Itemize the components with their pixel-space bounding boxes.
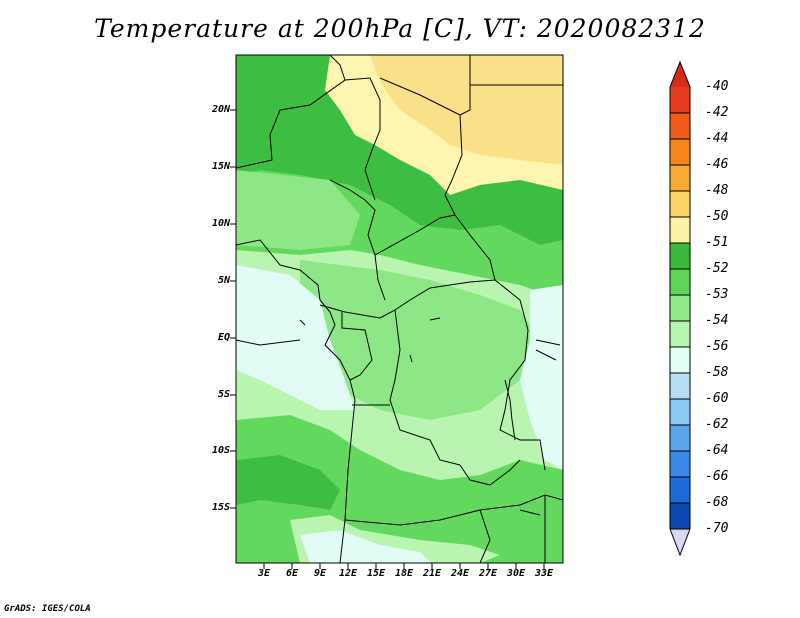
colorbar-label-minus54: -54 — [705, 313, 729, 328]
colorbar-step-0 — [670, 87, 690, 113]
field-dark-green-south — [236, 455, 340, 510]
y-tick-label-20n: 20N — [211, 104, 230, 115]
x-tick-label-33e: 33E — [534, 568, 554, 579]
colorbar-label-minus48: -48 — [705, 183, 729, 198]
colorbar-step-1 — [670, 113, 690, 139]
grads-credit: GrADS: IGES/COLA — [4, 604, 91, 614]
colorbar-step-7 — [670, 269, 690, 295]
field-light-green-northwest — [236, 170, 360, 250]
field-very-pale-south — [300, 530, 430, 563]
colorbar-step-11 — [670, 373, 690, 399]
field-very-pale-equatorial — [236, 265, 355, 410]
x-tick-label-30e: 30E — [506, 568, 526, 579]
colorbar-top-arrow — [670, 62, 690, 87]
y-tick-label-10s: 10S — [211, 445, 230, 456]
x-tick-label-18e: 18E — [394, 568, 414, 579]
colorbar-label-minus56: -56 — [705, 339, 729, 354]
colorbar-step-2 — [670, 139, 690, 165]
colorbar-step-15 — [670, 477, 690, 503]
colorbar-separators — [670, 112, 690, 530]
y-axis-ticks — [230, 109, 236, 509]
x-tick-label-6e: 6E — [285, 568, 299, 579]
field-warm-yellow — [370, 55, 563, 165]
colorbar-label-minus62: -62 — [705, 417, 729, 432]
colorbar-label-minus44: -44 — [705, 131, 729, 146]
y-tick-label-5s: 5S — [217, 389, 230, 400]
x-tick-label-3e: 3E — [257, 568, 271, 579]
x-axis-ticks — [263, 563, 545, 569]
colorbar-step-12 — [670, 399, 690, 425]
colorbar-label-minus58: -58 — [705, 365, 729, 380]
colorbar-label-minus60: -60 — [705, 391, 729, 406]
x-tick-label-21e: 21E — [422, 568, 442, 579]
colorbar-label-minus51: -51 — [705, 235, 729, 250]
x-tick-label-15e: 15E — [366, 568, 386, 579]
colorbar-step-6 — [670, 243, 690, 269]
x-tick-label-12e: 12E — [338, 568, 358, 579]
colorbar-label-minus70: -70 — [705, 521, 729, 536]
colorbar-step-13 — [670, 425, 690, 451]
colorbar — [669, 60, 691, 557]
colorbar-label-minus40: -40 — [705, 79, 729, 94]
y-tick-label-15n: 15N — [211, 161, 230, 172]
x-tick-label-27e: 27E — [478, 568, 498, 579]
colorbar-step-4 — [670, 191, 690, 217]
colorbar-bottom-arrow — [670, 529, 690, 555]
colorbar-label-minus53: -53 — [705, 287, 729, 302]
colorbar-label-minus66: -66 — [705, 469, 729, 484]
y-tick-label-15s: 15S — [211, 502, 230, 513]
temperature-field — [236, 55, 563, 563]
colorbar-label-minus68: -68 — [705, 495, 729, 510]
colorbar-label-minus46: -46 — [705, 157, 729, 172]
colorbar-step-16 — [670, 503, 690, 529]
field-very-pale-east — [520, 285, 563, 470]
colorbar-label-minus50: -50 — [705, 209, 729, 224]
colorbar-step-5 — [670, 217, 690, 243]
y-tick-label-10n: 10N — [211, 218, 230, 229]
colorbar-label-minus42: -42 — [705, 105, 729, 120]
colorbar-step-3 — [670, 165, 690, 191]
y-tick-label-eq: EQ — [217, 332, 230, 343]
colorbar-step-9 — [670, 321, 690, 347]
map-frame — [235, 54, 564, 564]
x-tick-label-24e: 24E — [450, 568, 470, 579]
colorbar-label-minus64: -64 — [705, 443, 729, 458]
colorbar-step-8 — [670, 295, 690, 321]
y-tick-label-5n: 5N — [217, 275, 230, 286]
colorbar-step-10 — [670, 347, 690, 373]
colorbar-step-14 — [670, 451, 690, 477]
x-tick-label-9e: 9E — [313, 568, 327, 579]
chart-title: Temperature at 200hPa [C], VT: 202008231… — [94, 14, 706, 43]
country-borders — [236, 55, 563, 563]
colorbar-label-minus52: -52 — [705, 261, 729, 276]
field-light-green-center — [300, 260, 540, 420]
